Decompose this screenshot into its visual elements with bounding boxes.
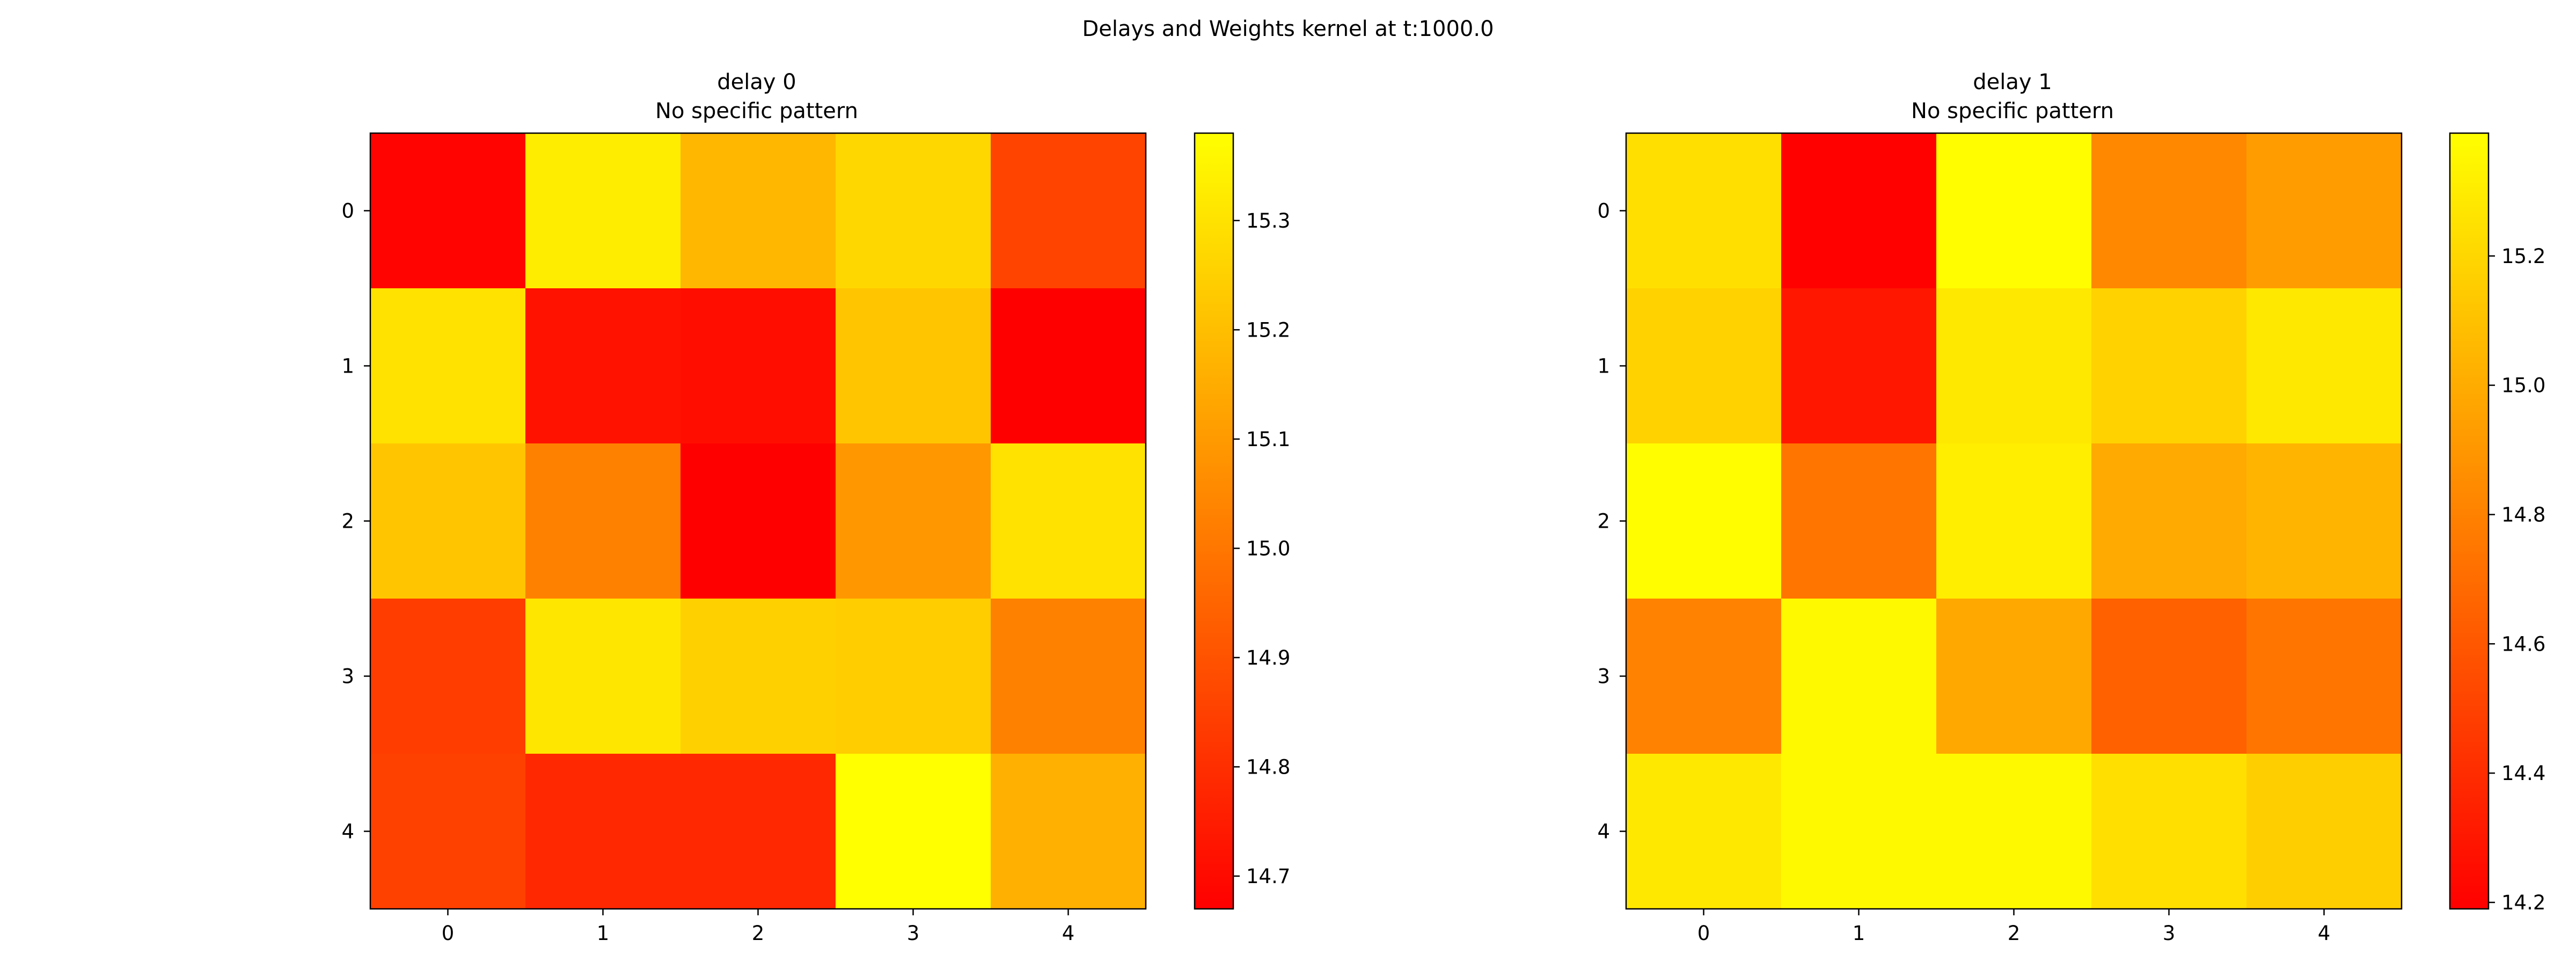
heatmap-cell: [836, 133, 991, 289]
heatmap-cell: [525, 754, 681, 909]
colorbar-tick-label: 14.2: [2501, 891, 2545, 914]
x-tick-label: 0: [1697, 922, 1710, 945]
y-tick-label: 0: [1597, 200, 1610, 223]
heatmap-cell: [370, 133, 526, 289]
heatmap-cell: [2091, 133, 2247, 289]
heatmap-cell: [1626, 599, 1782, 754]
x-tick-label: 1: [1853, 922, 1865, 945]
figure-suptitle: Delays and Weights kernel at t:1000.0: [1082, 17, 1494, 41]
x-tick-label: 0: [442, 922, 455, 945]
y-tick-label: 1: [1597, 355, 1610, 378]
y-tick-label: 0: [341, 200, 354, 223]
heatmap-cell: [1781, 288, 1937, 444]
heatmap-cell: [1626, 754, 1782, 909]
heatmap-cell: [370, 288, 526, 444]
heatmap-cell: [1936, 754, 2092, 909]
x-tick-label: 2: [752, 922, 765, 945]
heatmap-cell: [2246, 288, 2402, 444]
y-tick-label: 1: [341, 355, 354, 378]
heatmap-cell: [370, 754, 526, 909]
colorbar-tick-label: 15.3: [1246, 209, 1290, 232]
colorbar-tick-label: 15.1: [1246, 428, 1290, 451]
y-tick-label: 4: [341, 820, 354, 843]
x-tick-label: 4: [2318, 922, 2331, 945]
heatmap-cell: [1781, 133, 1937, 289]
y-tick-label: 2: [341, 510, 354, 533]
panel-title: delay 0: [717, 70, 796, 94]
heatmap-cell: [1781, 443, 1937, 599]
colorbar-tick-label: 14.7: [1246, 865, 1290, 888]
heatmap-cell: [680, 288, 836, 444]
colorbar-tick-label: 14.8: [2501, 503, 2545, 526]
panel-subtitle: No specific pattern: [655, 99, 858, 123]
heatmap-cell: [1936, 133, 2092, 289]
x-tick-label: 3: [907, 922, 920, 945]
colorbar-tick-label: 14.9: [1246, 646, 1290, 669]
heatmap-cell: [370, 443, 526, 599]
heatmap-cell: [836, 754, 991, 909]
heatmap-cell: [1626, 443, 1782, 599]
y-tick-label: 4: [1597, 820, 1610, 843]
heatmap-cell: [2246, 443, 2402, 599]
heatmap-cell: [525, 443, 681, 599]
heatmap-cell: [836, 443, 991, 599]
heatmap-cell: [2246, 599, 2402, 754]
y-tick-label: 2: [1597, 510, 1610, 533]
heatmap-cell: [991, 754, 1146, 909]
heatmap-cell: [1626, 288, 1782, 444]
heatmap-cell: [836, 599, 991, 754]
x-tick-label: 3: [2163, 922, 2176, 945]
heatmap-cell: [2246, 754, 2402, 909]
colorbar-tick-label: 15.2: [1246, 318, 1290, 341]
heatmap-cell: [2246, 133, 2402, 289]
panel-subtitle: No specific pattern: [1911, 99, 2114, 123]
colorbar-tick-label: 15.2: [2501, 245, 2545, 268]
heatmap-cell: [2091, 754, 2247, 909]
colorbar-tick-label: 14.4: [2501, 762, 2545, 785]
colorbar: [1194, 132, 1234, 910]
colorbar-tick-label: 14.8: [1246, 755, 1290, 778]
heatmap-panel-delay-1: delay 1 No specific pattern 0 1 2 3 4 0 1 2 3 4 14…: [1597, 70, 2545, 945]
x-tick-label: 4: [1062, 922, 1075, 945]
heatmap-cell: [836, 288, 991, 444]
heatmap-cell: [525, 599, 681, 754]
heatmap-cell: [1936, 288, 2092, 444]
heatmap-cell: [2091, 288, 2247, 444]
heatmap-cell: [680, 443, 836, 599]
heatmap-cell: [1936, 443, 2092, 599]
panel-title: delay 1: [1973, 70, 2052, 94]
y-tick-label: 3: [1597, 665, 1610, 688]
heatmap-cell: [991, 599, 1146, 754]
heatmap-cell: [680, 754, 836, 909]
heatmap-cell: [2091, 443, 2247, 599]
heatmap-cell: [991, 443, 1146, 599]
heatmap-cell: [2091, 599, 2247, 754]
colorbar-tick-label: 14.6: [2501, 632, 2545, 655]
heatmap-cell: [1781, 754, 1937, 909]
heatmap-cell: [525, 288, 681, 444]
heatmap-cell: [680, 599, 836, 754]
heatmap-panel-delay-0: delay 0 No specific pattern 0 1 2 3 4 0 1 2 3 4 14…: [341, 70, 1290, 945]
heatmap-cell: [1936, 599, 2092, 754]
heatmap-cell: [525, 133, 681, 289]
heatmap-cell: [1626, 133, 1782, 289]
heatmap-cell: [991, 288, 1146, 444]
x-tick-label: 1: [597, 922, 610, 945]
heatmap-cell: [370, 599, 526, 754]
colorbar-tick-label: 15.0: [1246, 537, 1290, 560]
heatmap-cell: [680, 133, 836, 289]
x-tick-label: 2: [2008, 922, 2021, 945]
colorbar: [2449, 132, 2490, 910]
colorbar-tick-label: 15.0: [2501, 374, 2545, 397]
heatmap-cell: [991, 133, 1146, 289]
y-tick-label: 3: [341, 665, 354, 688]
heatmap-cell: [1781, 599, 1937, 754]
